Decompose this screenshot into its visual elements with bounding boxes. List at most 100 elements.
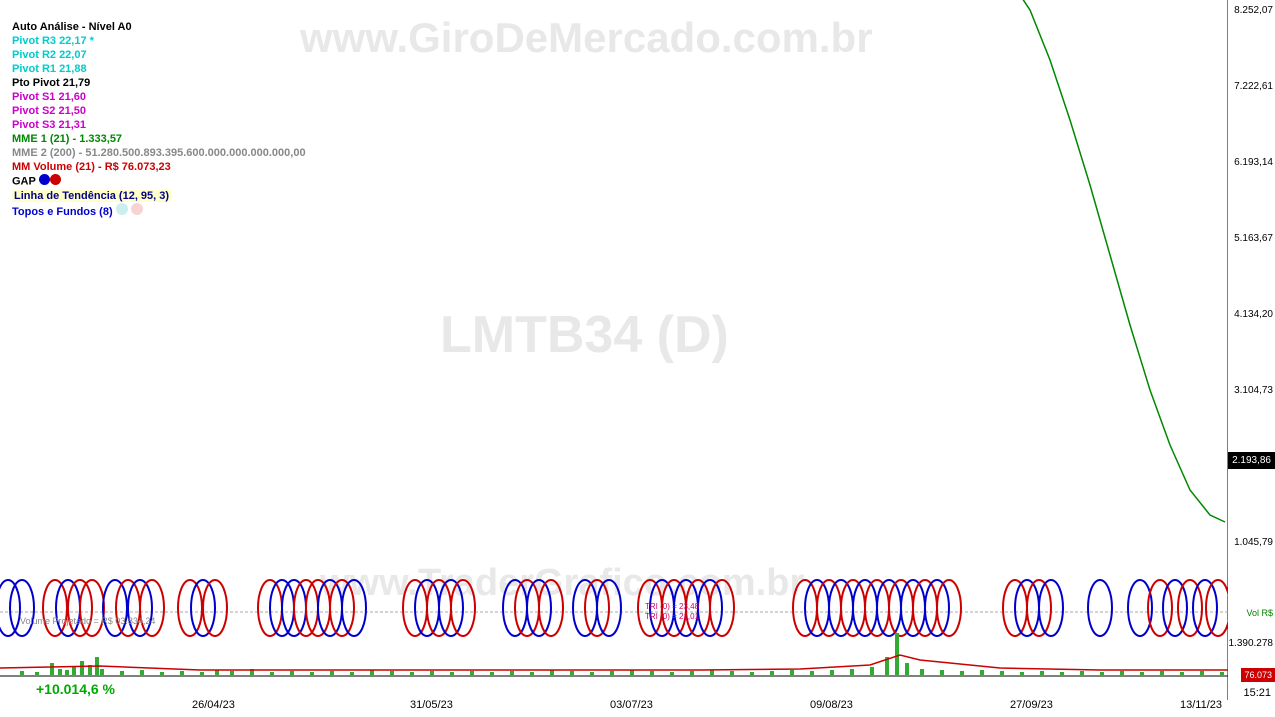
volume-bar [350, 672, 354, 675]
volume-bar [1000, 671, 1004, 675]
volume-bar [980, 670, 984, 675]
volume-projected-label: Volume Projetado = R$ 03.834,24 [20, 616, 155, 626]
volume-bar [270, 672, 274, 675]
volume-bar [1080, 671, 1084, 675]
volume-bar [1140, 672, 1144, 675]
volume-bar [80, 661, 84, 675]
volume-bar [770, 671, 774, 675]
volume-bar [650, 671, 654, 675]
legend-gap: GAP [12, 174, 306, 189]
volume-bar [830, 670, 834, 675]
volume-bar [610, 671, 614, 675]
volume-bar [35, 672, 39, 675]
volume-bar [730, 671, 734, 675]
x-axis-time: 15:21 [1243, 687, 1271, 699]
volume-bar [940, 670, 944, 675]
volume-bar [140, 670, 144, 675]
legend-pivot-s1: Pivot S1 21,60 [12, 90, 306, 104]
volume-bar [1040, 671, 1044, 675]
volume-bar [20, 671, 24, 675]
y-vol-label: Vol R$ [1246, 608, 1273, 618]
gap-dot-red [50, 174, 61, 185]
volume-bar [510, 671, 514, 675]
volume-bar [905, 663, 909, 675]
volume-bar [100, 669, 104, 675]
volume-bar [570, 671, 574, 675]
volume-bar [230, 671, 234, 675]
volume-bar [710, 670, 714, 675]
volume-bar [180, 671, 184, 675]
volume-bar [310, 672, 314, 675]
chart-legend: Auto Análise - Nível A0 Pivot R3 22,17 *… [12, 20, 306, 219]
volume-bar [58, 669, 62, 675]
percent-change-label: +10.014,6 % [36, 681, 115, 697]
legend-pivot-r2: Pivot R2 22,07 [12, 48, 306, 62]
x-tick-label: 27/09/23 [1010, 699, 1053, 711]
y-tick-label: 8.252,07 [1234, 5, 1273, 16]
volume-bar [290, 671, 294, 675]
volume-bar [430, 671, 434, 675]
volume-bar [450, 672, 454, 675]
legend-mme1: MME 1 (21) - 1.333,57 [12, 132, 306, 146]
volume-bar [530, 672, 534, 675]
volume-bar [1060, 672, 1064, 675]
gap-ellipse [1088, 580, 1112, 636]
legend-pivot-r3: Pivot R3 22,17 * [12, 34, 306, 48]
legend-mm-volume: MM Volume (21) - R$ 76.073,23 [12, 160, 306, 174]
volume-bar [1020, 672, 1024, 675]
volume-bar [750, 672, 754, 675]
y-vol-tag: 76.073 [1241, 668, 1275, 682]
volume-bar [330, 671, 334, 675]
y-tick-label: 7.222,61 [1234, 81, 1273, 92]
tri-label: TRI (0) = 21,01 [645, 612, 699, 621]
volume-bar [1100, 672, 1104, 675]
gap-ellipse [1163, 580, 1187, 636]
volume-bar [850, 669, 854, 675]
tops-dot-cyan [116, 203, 128, 215]
volume-bar [790, 670, 794, 675]
volume-bar [1160, 671, 1164, 675]
tops-dot-pink [131, 203, 143, 215]
y-tick-label: 5.163,67 [1234, 233, 1273, 244]
y-tick-label: 4.134,20 [1234, 309, 1273, 320]
y-tick-label: 3.104,73 [1234, 385, 1273, 396]
x-tick-label: 09/08/23 [810, 699, 853, 711]
legend-trend-line: Linha de Tendência (12, 95, 3) [12, 189, 306, 203]
volume-bar [870, 667, 874, 675]
mm-volume-line [0, 655, 1228, 670]
volume-bar [390, 671, 394, 675]
volume-bar [490, 672, 494, 675]
legend-tops-bottoms: Topos e Fundos (8) [12, 203, 306, 219]
volume-bar [690, 671, 694, 675]
volume-bar [72, 667, 76, 675]
gap-ellipse [1178, 580, 1202, 636]
legend-pivot-s3: Pivot S3 21,31 [12, 118, 306, 132]
x-tick-label: 13/11/23 [1180, 699, 1222, 711]
x-tick-label: 26/04/23 [192, 699, 235, 711]
financial-chart-container: www.GiroDeMercado.com.br LMTB34 (D) www.… [0, 0, 1275, 717]
legend-pivot-r1: Pivot R1 21,88 [12, 62, 306, 76]
x-tick-label: 03/07/23 [610, 699, 653, 711]
volume-bar [410, 672, 414, 675]
volume-bar [470, 671, 474, 675]
volume-bar [810, 671, 814, 675]
price-tag-current: 2.193,86 [1228, 452, 1275, 469]
y-axis: 8.252,07 7.222,61 6.193,14 5.163,67 4.134,20… [1228, 0, 1275, 717]
legend-mme2: MME 2 (200) - 51.280.500.893.395.600.000… [12, 146, 306, 160]
legend-pivot-s2: Pivot S2 21,50 [12, 104, 306, 118]
volume-bar [65, 670, 69, 675]
volume-bar [1120, 671, 1124, 675]
y-tick-label: 1.045,79 [1234, 537, 1273, 548]
legend-auto-analise: Auto Análise - Nível A0 [12, 20, 306, 34]
volume-bar [200, 672, 204, 675]
y-tick-label: 6.193,14 [1234, 157, 1273, 168]
y-vol-tick: 1.390.278 [1229, 638, 1274, 649]
volume-bar [1200, 671, 1204, 675]
volume-bar [960, 671, 964, 675]
volume-bar [50, 663, 54, 675]
gap-ellipse [10, 580, 34, 636]
price-line [1010, 0, 1225, 522]
volume-bar [920, 669, 924, 675]
volume-bar [590, 672, 594, 675]
volume-bar [895, 633, 899, 675]
